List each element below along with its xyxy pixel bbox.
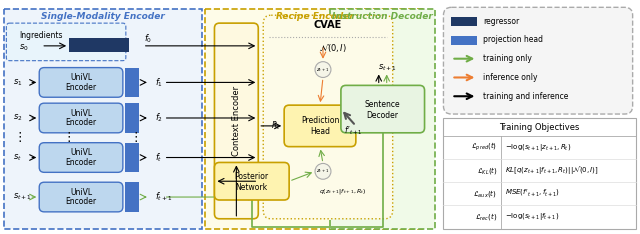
FancyBboxPatch shape	[284, 105, 356, 147]
Bar	[330, 9, 435, 229]
Text: $\mathcal{L}_{pred}(t)$: $\mathcal{L}_{pred}(t)$	[471, 141, 497, 154]
Bar	[69, 38, 129, 52]
FancyBboxPatch shape	[263, 15, 393, 219]
Text: UniVL: UniVL	[70, 109, 92, 117]
Text: $f_1$: $f_1$	[155, 76, 163, 89]
Text: Context Encoder: Context Encoder	[232, 86, 241, 156]
FancyBboxPatch shape	[341, 85, 424, 133]
Text: Encoder: Encoder	[65, 118, 97, 128]
FancyBboxPatch shape	[444, 7, 632, 114]
Text: Single-Modality Encoder: Single-Modality Encoder	[41, 12, 165, 21]
Text: UniVL: UniVL	[70, 148, 92, 157]
Text: $z_{t+1}$: $z_{t+1}$	[316, 66, 330, 73]
Bar	[125, 68, 139, 97]
Bar	[125, 103, 139, 133]
Text: inference only: inference only	[483, 73, 538, 82]
Text: $\mathcal{L}_{aux}(t)$: $\mathcal{L}_{aux}(t)$	[474, 188, 497, 199]
Text: Encoder: Encoder	[65, 158, 97, 167]
Text: UniVL: UniVL	[70, 73, 92, 82]
Text: $s_{t+1}$: $s_{t+1}$	[13, 192, 33, 202]
Text: $f_2$: $f_2$	[155, 112, 163, 124]
Text: $KL[q(z_{t+1}|f_{t+1}, R_t)||\mathcal{N}(0,I)]$: $KL[q(z_{t+1}|f_{t+1}, R_t)||\mathcal{N}…	[505, 164, 599, 176]
FancyBboxPatch shape	[214, 162, 289, 200]
Text: regressor: regressor	[483, 17, 520, 26]
Text: Network: Network	[236, 183, 268, 192]
Text: Encoder: Encoder	[65, 83, 97, 92]
Circle shape	[315, 163, 331, 179]
Bar	[444, 118, 636, 229]
Text: $f_{t+1}$: $f_{t+1}$	[155, 191, 172, 203]
Text: Sentence: Sentence	[365, 100, 401, 109]
Text: $-\log(s_{t+1}|z_{t+1}, R_t)$: $-\log(s_{t+1}|z_{t+1}, R_t)$	[505, 142, 572, 153]
Text: Decoder: Decoder	[367, 110, 399, 120]
Text: Prediction: Prediction	[301, 117, 339, 125]
FancyBboxPatch shape	[39, 68, 123, 97]
Text: $\mathcal{L}_{rec}(t)$: $\mathcal{L}_{rec}(t)$	[475, 211, 497, 222]
FancyBboxPatch shape	[39, 143, 123, 172]
Text: Recipe Encoder: Recipe Encoder	[276, 12, 354, 21]
Bar	[4, 9, 202, 229]
Bar	[125, 182, 139, 212]
Text: Head: Head	[310, 127, 330, 136]
Text: $\mathcal{N}(0, I)$: $\mathcal{N}(0, I)$	[319, 42, 347, 54]
Circle shape	[315, 62, 331, 77]
Text: Instruction Decoder: Instruction Decoder	[332, 12, 433, 21]
Text: $s_2$: $s_2$	[13, 113, 23, 123]
Text: Ingredients: Ingredients	[19, 32, 63, 40]
Text: $f_t$: $f_t$	[155, 151, 162, 164]
Text: Training Objectives: Training Objectives	[499, 123, 580, 132]
Text: CVAE: CVAE	[314, 20, 342, 30]
FancyBboxPatch shape	[39, 103, 123, 133]
Text: training and inference: training and inference	[483, 92, 569, 101]
Text: ⋮: ⋮	[63, 131, 76, 144]
Text: projection head: projection head	[483, 35, 543, 44]
Text: $s_0$: $s_0$	[19, 43, 29, 53]
Text: $-\log(s_{t+1}|f_{t+1})$: $-\log(s_{t+1}|f_{t+1})$	[505, 211, 559, 222]
Text: training only: training only	[483, 54, 532, 63]
Text: $f'_{t+1}$: $f'_{t+1}$	[344, 124, 363, 137]
Text: $s_1$: $s_1$	[13, 77, 23, 88]
Text: UniVL: UniVL	[70, 188, 92, 197]
Text: ⋮: ⋮	[129, 131, 142, 144]
FancyBboxPatch shape	[214, 23, 259, 219]
Text: $s_{t+1}$: $s_{t+1}$	[378, 62, 397, 73]
Text: $MSE(f'_{t+1}, f_{t+1})$: $MSE(f'_{t+1}, f_{t+1})$	[505, 188, 560, 199]
Bar	[451, 36, 477, 45]
Text: Encoder: Encoder	[65, 197, 97, 206]
Text: $q(z_{t+1}|f_{t+1}, R_t)$: $q(z_{t+1}|f_{t+1}, R_t)$	[319, 186, 367, 196]
Text: $f_0$: $f_0$	[144, 33, 152, 45]
Text: $R_t$: $R_t$	[271, 120, 281, 132]
Bar	[205, 9, 424, 229]
Text: Posterior: Posterior	[235, 172, 269, 181]
Bar	[451, 17, 477, 26]
Text: $s_t$: $s_t$	[13, 152, 22, 163]
Text: $z_{t+1}$: $z_{t+1}$	[316, 167, 330, 175]
Text: $\mathcal{L}_{KL}(t)$: $\mathcal{L}_{KL}(t)$	[477, 165, 497, 176]
Bar	[125, 143, 139, 172]
FancyBboxPatch shape	[39, 182, 123, 212]
FancyBboxPatch shape	[6, 23, 126, 61]
Text: ⋮: ⋮	[13, 131, 26, 144]
